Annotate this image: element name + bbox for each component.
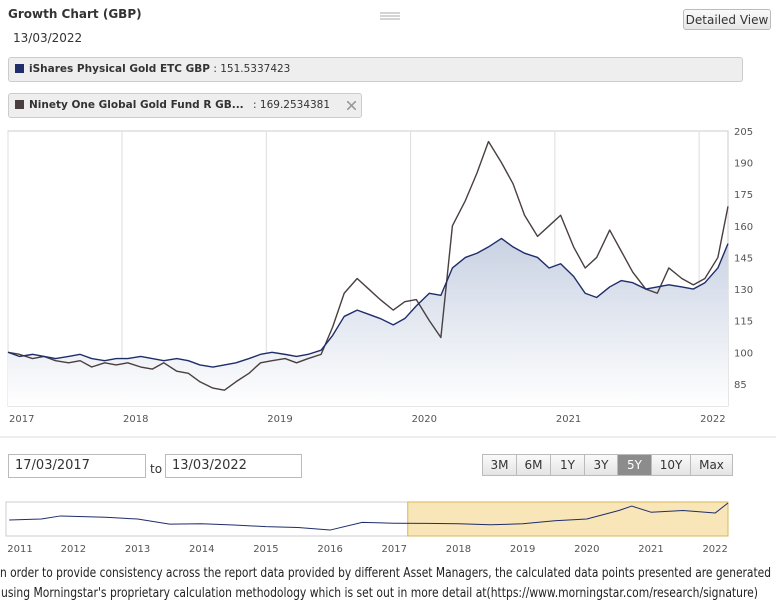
x-tick-label: 2013 [125, 544, 150, 555]
line [7, 140, 729, 391]
x-tick-label: 2022 [702, 544, 727, 555]
legend-name: Ninety One Global Gold Fund R GB... [29, 99, 244, 111]
disclaimer-line: using Morningstar's proprietary calculat… [1, 586, 758, 601]
y-tick-label: 160 [734, 222, 753, 233]
legend-swatch [15, 100, 24, 109]
range-button[interactable]: 10Y [651, 454, 691, 476]
line [7, 237, 729, 368]
legend-item[interactable]: iShares Physical Gold ETC GBP : 151.5337… [8, 57, 743, 82]
selection-band [407, 501, 729, 537]
legend-swatch [15, 64, 24, 73]
x-tick-label: 2019 [267, 414, 292, 425]
range-button[interactable]: 6M [516, 454, 551, 476]
x-tick-label: 2017 [382, 544, 407, 555]
legend-value: 169.2534381 [259, 99, 331, 111]
range-button[interactable]: 5Y [617, 454, 652, 476]
y-tick-label: 175 [734, 190, 753, 201]
x-tick-label: 2012 [61, 544, 86, 555]
legend-separator: : [213, 63, 217, 75]
y-tick-label: 115 [734, 317, 753, 328]
x-tick-label: 2020 [412, 414, 437, 425]
drag-handle [380, 12, 400, 20]
legend-item[interactable]: Ninety One Global Gold Fund R GB... : 16… [8, 93, 362, 118]
date: 13/03/2022 [13, 31, 83, 45]
x-tick-label: 2018 [123, 414, 148, 425]
y-tick-label: 205 [734, 127, 753, 138]
x-tick-label: 2011 [7, 544, 32, 555]
x-tick-label: 2020 [574, 544, 599, 555]
x-tick-label: 2022 [700, 414, 725, 425]
legend-value: 151.5337423 [220, 63, 291, 75]
from-date-input[interactable]: 17/03/2017 [8, 454, 146, 478]
y-tick-label: 85 [734, 380, 747, 391]
y-tick-label: 130 [734, 285, 753, 296]
x-tick-label: 2016 [317, 544, 342, 555]
line [9, 502, 729, 531]
x-tick-label: 2021 [638, 544, 663, 555]
range-button[interactable]: 1Y [550, 454, 585, 476]
disclaimer-line: n order to provide consistency across th… [0, 566, 771, 581]
x-tick-label: 2015 [253, 544, 278, 555]
x-tick-label: 2021 [556, 414, 581, 425]
x-tick-label: 2018 [446, 544, 471, 555]
remove-icon[interactable] [347, 101, 356, 110]
x-tick-label: 2014 [189, 544, 214, 555]
to-date-input[interactable]: 13/03/2022 [165, 454, 302, 478]
legend-separator: : [253, 99, 257, 111]
area [8, 238, 728, 406]
detailed-view-button[interactable]: Detailed View [683, 9, 771, 30]
range-button[interactable]: 3Y [584, 454, 618, 476]
y-tick-label: 100 [734, 348, 753, 359]
legend-name: iShares Physical Gold ETC GBP [29, 63, 210, 75]
range-button[interactable]: 3M [482, 454, 517, 476]
title: Growth Chart (GBP) [8, 7, 142, 21]
x-tick-label: 2017 [9, 414, 34, 425]
range-button[interactable]: Max [690, 454, 733, 476]
y-tick-label: 190 [734, 159, 753, 170]
y-tick-label: 145 [734, 253, 753, 264]
x-tick-label: 2019 [510, 544, 535, 555]
to-label: to [150, 462, 163, 476]
